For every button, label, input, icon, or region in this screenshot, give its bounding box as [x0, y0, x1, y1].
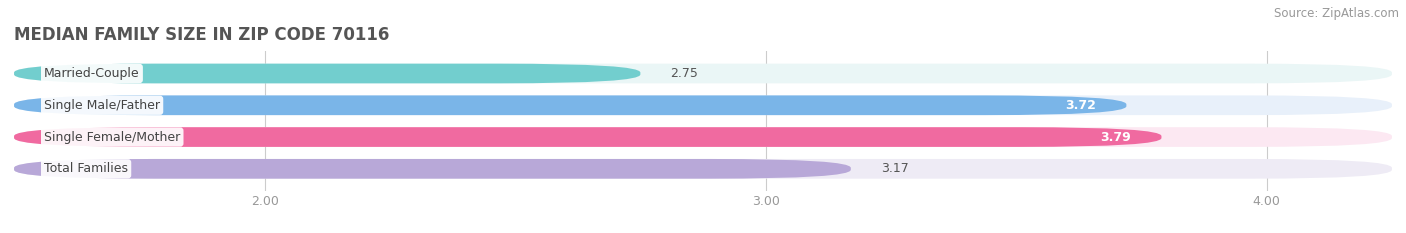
Text: Single Male/Father: Single Male/Father	[44, 99, 160, 112]
Text: Married-Couple: Married-Couple	[44, 67, 139, 80]
FancyBboxPatch shape	[14, 64, 640, 83]
FancyBboxPatch shape	[14, 159, 1392, 179]
Text: MEDIAN FAMILY SIZE IN ZIP CODE 70116: MEDIAN FAMILY SIZE IN ZIP CODE 70116	[14, 26, 389, 44]
Text: Source: ZipAtlas.com: Source: ZipAtlas.com	[1274, 7, 1399, 20]
FancyBboxPatch shape	[14, 96, 1126, 115]
Text: Total Families: Total Families	[44, 162, 128, 175]
Text: 3.72: 3.72	[1066, 99, 1097, 112]
FancyBboxPatch shape	[14, 127, 1392, 147]
Text: 3.17: 3.17	[882, 162, 908, 175]
FancyBboxPatch shape	[14, 96, 1392, 115]
FancyBboxPatch shape	[14, 64, 1392, 83]
Text: 2.75: 2.75	[671, 67, 699, 80]
FancyBboxPatch shape	[14, 127, 1161, 147]
Text: 3.79: 3.79	[1101, 130, 1132, 144]
FancyBboxPatch shape	[14, 159, 851, 179]
Text: Single Female/Mother: Single Female/Mother	[44, 130, 180, 144]
